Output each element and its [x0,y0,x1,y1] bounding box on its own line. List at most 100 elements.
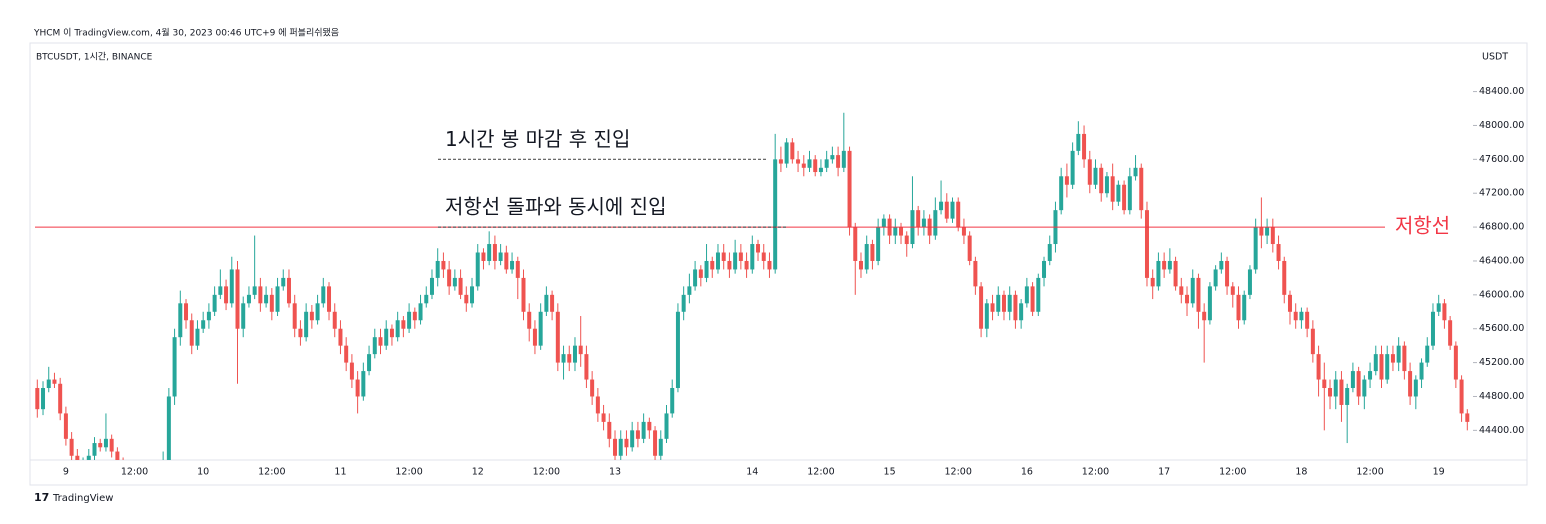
candle-body [81,464,85,468]
candle-body [658,438,663,456]
candle-body [721,252,726,261]
candle-body [338,328,343,346]
candle-body [710,260,715,270]
candle-body [75,455,80,460]
candle-body [578,345,583,355]
candle-body [1213,269,1218,287]
candle-body [1442,303,1447,321]
candle-body [956,201,961,228]
candle-body [1036,277,1041,312]
candle-body [698,269,703,278]
candle-body [275,286,280,312]
candle-body [756,244,761,253]
candle-body [1448,320,1453,346]
x-tick-label: 12:00 [121,467,148,478]
resistance-label: 저항선 [1395,214,1450,238]
candle-body [475,252,480,287]
x-tick-label: 12:00 [533,467,560,478]
logo-icon: 17 [34,491,49,504]
candle-body [630,430,635,448]
candle-body [1425,345,1430,363]
candle-body [601,413,606,422]
tradingview-logo: 17 TradingView [34,491,113,504]
annotation-text: 저항선 돌파와 동시에 진입 [445,195,666,219]
candle-body [1059,176,1064,211]
candle-body [35,388,40,410]
candle-body [1459,379,1464,414]
candle-body [1162,260,1167,270]
candle-body [744,260,749,270]
candle-body [86,455,91,460]
candle-body [830,155,835,160]
candle-body [264,294,269,304]
symbol-label: BTCUSDT, 1시간, BINANCE [36,52,153,63]
candle-body [355,379,360,397]
x-tick-label: 12:00 [945,467,972,478]
candle-body [635,430,640,439]
candle-body [161,460,165,468]
candle-body [470,286,475,304]
candle-body [555,311,560,363]
x-tick-label: 17 [1158,467,1170,478]
y-tick-label: 46400.00 [1479,255,1524,266]
currency-label: USDT [1482,52,1508,63]
candle-body [292,303,297,329]
candle-body [773,159,778,270]
candle-body [69,438,74,456]
candle-body [1350,371,1355,389]
candle-body [1310,328,1315,355]
candle-body [1070,150,1075,185]
candle-body [166,396,171,460]
candle-body [1242,294,1247,321]
candle-body [899,227,904,236]
candle-body [1402,345,1407,372]
y-tick-label: 48000.00 [1479,120,1524,131]
candle-body [1019,303,1024,321]
candle-body [212,294,217,312]
candle-body [367,354,372,372]
x-tick-label: 10 [197,467,209,478]
candle-body [1196,277,1201,312]
candle-body [618,438,623,456]
candle-body [1190,277,1195,304]
y-tick-label: 45200.00 [1479,357,1524,368]
candle-body [384,328,389,346]
candle-body [1104,176,1109,194]
candle-body [246,294,251,304]
candle-body [836,155,841,168]
candle-body [944,201,949,219]
candle-body [298,328,303,338]
candle-body [670,388,675,414]
candle-body [1408,371,1413,397]
candle-body [269,294,274,312]
candle-body [990,303,995,312]
candle-body [1133,167,1138,177]
candle-body [464,294,469,304]
candle-body [538,311,543,346]
candle-body [544,294,549,312]
candle-body [1299,311,1304,321]
candle-body [916,210,921,228]
candle-body [1396,345,1401,363]
candle-body [332,311,337,329]
candle-body [790,142,795,160]
candle-body [1082,133,1087,160]
x-tick-label: 12:00 [1082,467,1109,478]
candle-body [1001,294,1006,312]
candle-body [224,286,229,304]
candle-body [1122,184,1127,211]
candle-body [63,413,68,439]
candle-body [372,337,377,355]
candle-body [950,201,955,219]
candle-body [847,150,852,228]
annotation-text: 1시간 봉 마감 후 진입 [445,127,630,151]
candle-body [1013,294,1018,321]
candle-body [1236,294,1241,321]
plot-area [35,112,1470,468]
candle-body [1419,362,1424,380]
candle-body [996,294,1001,312]
candle-body [1356,371,1361,397]
candle-body [818,167,823,173]
candle-body [1373,354,1378,372]
y-tick-label: 47600.00 [1479,154,1524,165]
